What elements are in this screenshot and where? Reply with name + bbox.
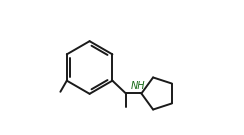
Text: NH: NH (131, 81, 146, 91)
